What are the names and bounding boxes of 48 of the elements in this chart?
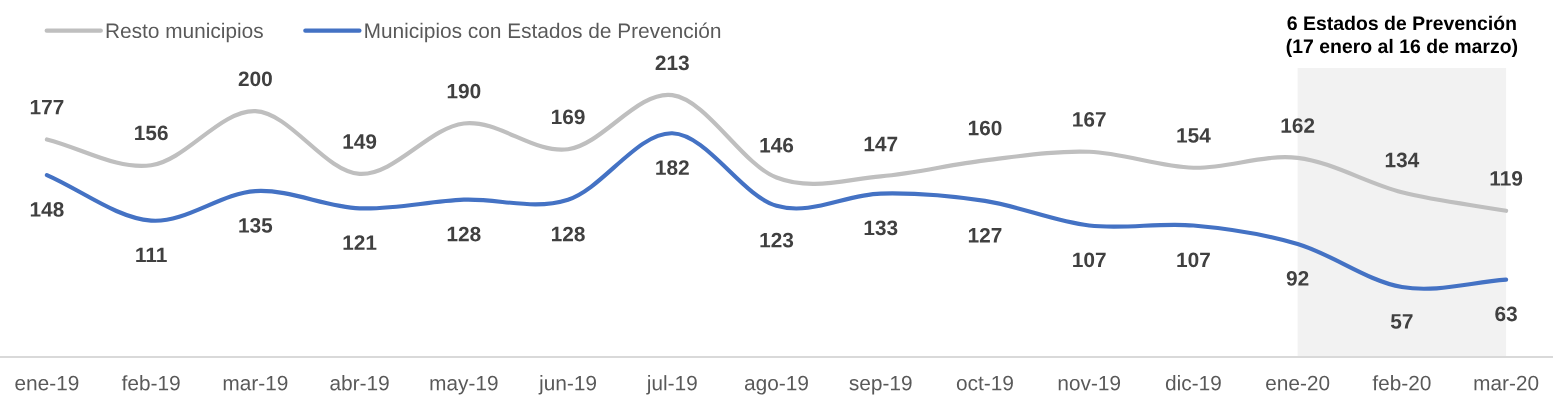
data-label: 146: [760, 137, 794, 153]
x-tick-label: feb-20: [1372, 375, 1431, 391]
x-tick-label: oct-19: [956, 375, 1013, 391]
data-label: 135: [239, 218, 273, 233]
data-label: 167: [1073, 112, 1106, 127]
data-label: 128: [447, 226, 481, 242]
data-label: 92: [1286, 270, 1309, 286]
x-tick-label: nov-19: [1058, 375, 1121, 391]
x-tick-label: sep-19: [849, 375, 912, 395]
x-tick-label: ene-20: [1266, 375, 1330, 391]
data-label: 182: [656, 160, 689, 175]
data-label: 160: [968, 120, 1002, 136]
data-label: 111: [136, 247, 167, 263]
data-label: 107: [1073, 252, 1106, 268]
data-label: 148: [30, 202, 64, 217]
data-label: 190: [447, 83, 481, 99]
data-label: 177: [30, 99, 64, 115]
data-label: 156: [135, 125, 168, 141]
data-label: 128: [551, 226, 585, 242]
data-label: 134: [1385, 152, 1420, 168]
x-tick-label: mar-19: [223, 375, 288, 391]
legend-label: Municipios con Estados de Prevención: [365, 22, 721, 43]
data-label: 154: [1177, 128, 1211, 143]
data-label: 147: [864, 136, 898, 152]
x-tick-label: abr-19: [330, 375, 389, 391]
x-tick-label: mar-20: [1474, 375, 1539, 391]
band-label: 6 Estados de Prevención (17 enero al 16 de marzo): [1286, 15, 1518, 57]
x-tick-label: ago-19: [744, 375, 808, 395]
data-label: 127: [968, 227, 1002, 243]
data-label: 119: [1490, 171, 1523, 186]
data-label: 162: [1281, 118, 1315, 133]
data-label: 213: [655, 55, 689, 71]
x-tick-label: jul-19: [646, 375, 697, 395]
legend-label: Resto municipios: [106, 22, 263, 43]
data-label: 169: [551, 109, 585, 125]
data-label: 123: [760, 232, 794, 248]
x-tick-label: may-19: [430, 375, 498, 395]
data-label: 107: [1177, 252, 1210, 268]
data-label: 149: [343, 134, 377, 149]
data-label: 57: [1390, 314, 1413, 329]
data-label: 121: [343, 235, 377, 250]
data-label: 200: [238, 71, 272, 87]
x-tick-label: dic-19: [1165, 375, 1221, 391]
x-tick-label: feb-19: [121, 375, 180, 391]
x-tick-label: jun-19: [538, 375, 597, 395]
x-tick-label: ene-19: [15, 375, 79, 391]
data-label: 63: [1495, 306, 1517, 322]
data-label: 133: [864, 220, 898, 236]
